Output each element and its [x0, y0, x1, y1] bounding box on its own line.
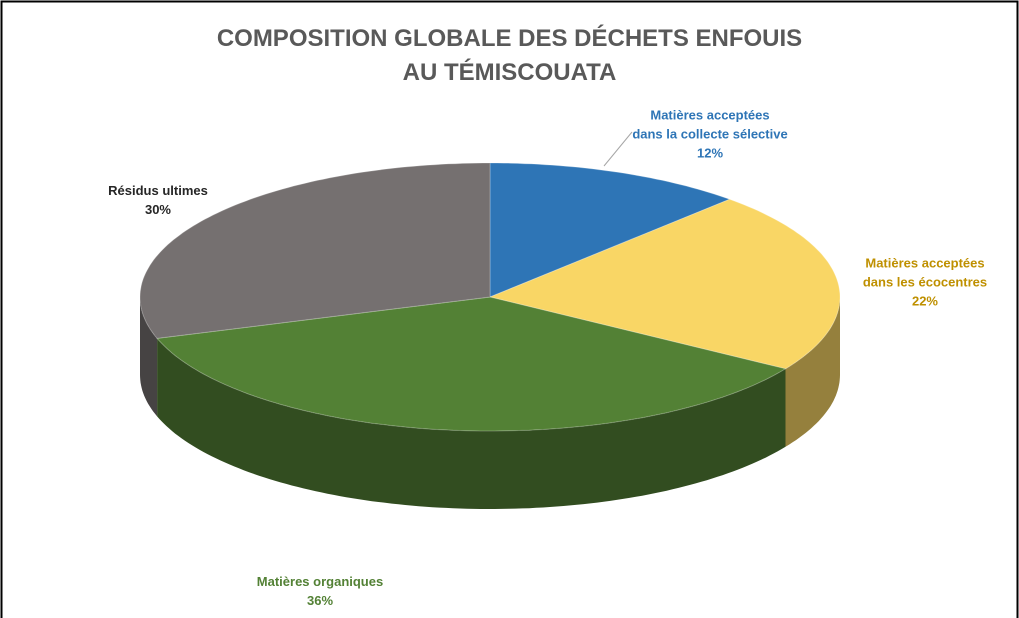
pie-slice — [139, 162, 491, 339]
pie-side — [157, 338, 786, 509]
leader-line — [603, 131, 633, 167]
data-label: Résidus ultimes 30% — [108, 181, 208, 219]
title-line: AU TÉMISCOUATA — [402, 59, 617, 86]
pie-side — [785, 297, 840, 447]
category-label: dans la collecte sélective — [632, 126, 788, 142]
data-label: Matières acceptées dans la collecte sélec… — [632, 106, 787, 163]
chart-title: COMPOSITION GLOBALE DES DÉCHETS ENFOUIS … — [0, 22, 1019, 90]
category-label: dans les écocentres — [862, 274, 988, 290]
value-label: 30% — [144, 202, 172, 217]
category-label: Matières organiques — [256, 574, 384, 589]
pie-slice — [488, 198, 841, 370]
category-label: Résidus ultimes — [108, 183, 208, 198]
value-label: 12% — [696, 145, 724, 161]
title-line: COMPOSITION GLOBALE DES DÉCHETS ENFOUIS — [216, 25, 803, 52]
pie-slice — [156, 296, 787, 432]
data-label: Matières acceptées dans les écocentres 22% — [863, 254, 987, 311]
category-label: Matières acceptées — [865, 255, 985, 271]
value-label: 22% — [911, 293, 939, 309]
data-label: Matières organiques 36% — [257, 572, 383, 610]
pie-side — [140, 297, 158, 417]
value-label: 36% — [306, 593, 334, 608]
category-label: Matières acceptées — [650, 107, 770, 123]
pie-slice — [489, 162, 732, 298]
